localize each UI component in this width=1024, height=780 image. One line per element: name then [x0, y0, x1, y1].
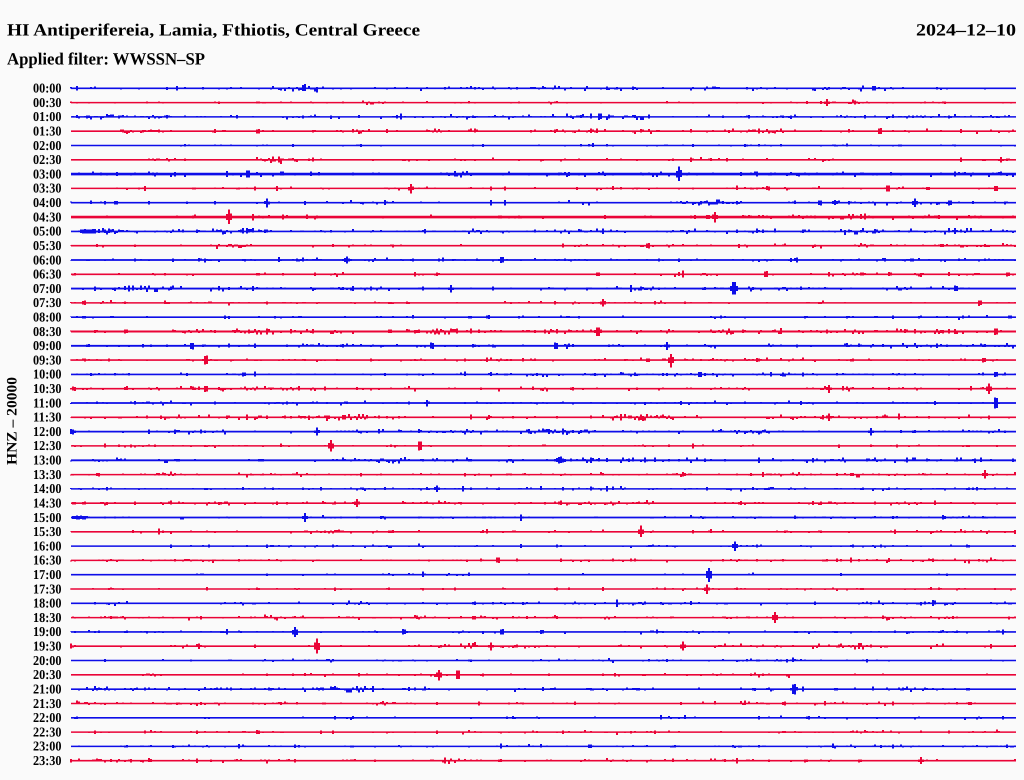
svg-text:16:30: 16:30: [33, 553, 62, 568]
svg-text:11:00: 11:00: [33, 395, 62, 410]
svg-text:Applied filter: WWSSN–SP: Applied filter: WWSSN–SP: [7, 50, 205, 69]
svg-text:20:30: 20:30: [33, 667, 62, 682]
svg-text:09:00: 09:00: [33, 338, 62, 353]
svg-text:12:00: 12:00: [33, 424, 62, 439]
svg-text:07:00: 07:00: [33, 281, 62, 296]
svg-text:15:00: 15:00: [33, 510, 62, 525]
svg-text:18:00: 18:00: [33, 596, 62, 611]
svg-text:2024–12–10: 2024–12–10: [916, 21, 1016, 40]
svg-text:20:00: 20:00: [33, 653, 62, 668]
svg-text:03:00: 03:00: [33, 166, 62, 181]
svg-text:11:30: 11:30: [33, 410, 62, 425]
svg-text:02:00: 02:00: [33, 138, 62, 153]
svg-text:01:00: 01:00: [33, 109, 62, 124]
svg-text:14:00: 14:00: [33, 481, 62, 496]
svg-text:09:30: 09:30: [33, 352, 62, 367]
svg-text:23:00: 23:00: [33, 739, 62, 754]
svg-text:21:30: 21:30: [33, 696, 62, 711]
svg-text:04:00: 04:00: [33, 195, 62, 210]
svg-text:14:30: 14:30: [33, 496, 62, 511]
svg-text:13:30: 13:30: [33, 467, 62, 482]
svg-text:06:30: 06:30: [33, 267, 62, 282]
svg-text:08:00: 08:00: [33, 310, 62, 325]
svg-text:15:30: 15:30: [33, 524, 62, 539]
svg-text:HNZ – 20000: HNZ – 20000: [5, 377, 21, 465]
svg-text:12:30: 12:30: [33, 438, 62, 453]
svg-text:22:30: 22:30: [33, 724, 62, 739]
svg-text:16:00: 16:00: [33, 538, 62, 553]
svg-text:23:30: 23:30: [33, 753, 62, 768]
svg-text:21:00: 21:00: [33, 682, 62, 697]
svg-text:04:30: 04:30: [33, 209, 62, 224]
svg-text:03:30: 03:30: [33, 181, 62, 196]
svg-text:07:30: 07:30: [33, 295, 62, 310]
svg-text:00:30: 00:30: [33, 95, 62, 110]
svg-text:02:30: 02:30: [33, 152, 62, 167]
svg-text:10:30: 10:30: [33, 381, 62, 396]
svg-text:01:30: 01:30: [33, 124, 62, 139]
svg-text:05:30: 05:30: [33, 238, 62, 253]
svg-text:HI Antiperifereia, Lamia, Fthi: HI Antiperifereia, Lamia, Fthiotis, Cent…: [7, 21, 420, 40]
svg-text:06:00: 06:00: [33, 252, 62, 267]
svg-text:00:00: 00:00: [33, 81, 62, 96]
svg-text:10:00: 10:00: [33, 367, 62, 382]
svg-text:19:00: 19:00: [33, 624, 62, 639]
svg-text:08:30: 08:30: [33, 324, 62, 339]
svg-text:18:30: 18:30: [33, 610, 62, 625]
svg-text:13:00: 13:00: [33, 453, 62, 468]
svg-text:19:30: 19:30: [33, 639, 62, 654]
svg-text:05:00: 05:00: [33, 224, 62, 239]
svg-text:17:00: 17:00: [33, 567, 62, 582]
svg-text:22:00: 22:00: [33, 710, 62, 725]
svg-text:17:30: 17:30: [33, 581, 62, 596]
